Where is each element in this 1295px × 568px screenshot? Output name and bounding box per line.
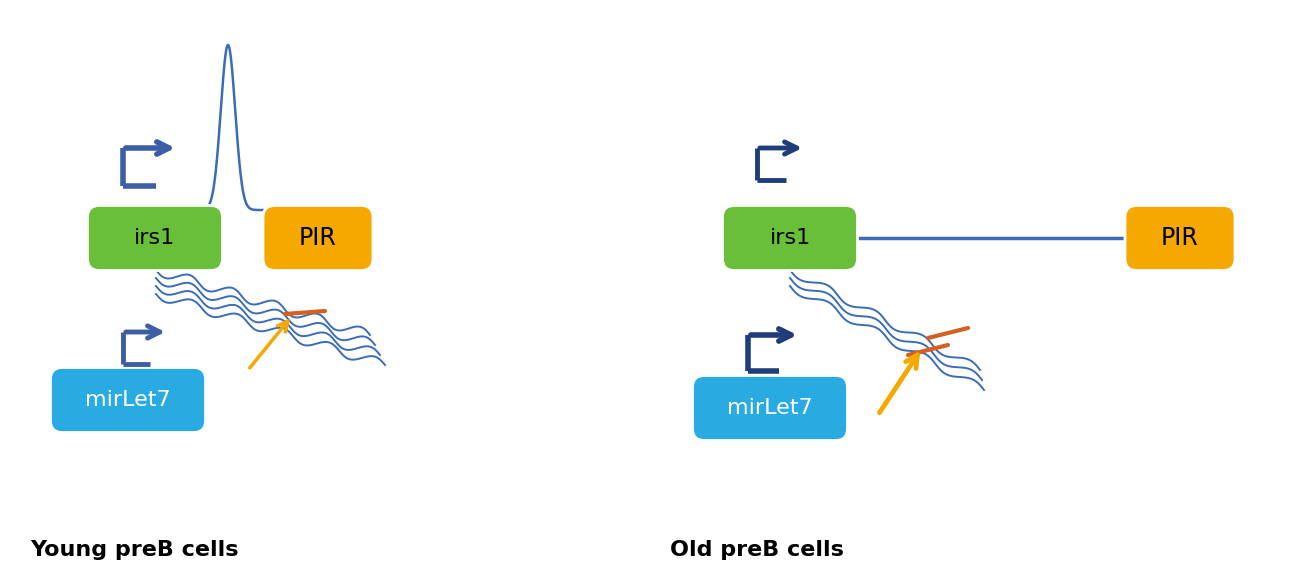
Text: Old preB cells: Old preB cells (670, 540, 844, 560)
FancyBboxPatch shape (88, 206, 223, 270)
Text: irs1: irs1 (135, 228, 176, 248)
FancyBboxPatch shape (51, 367, 206, 432)
FancyBboxPatch shape (723, 206, 857, 270)
Text: mirLet7: mirLet7 (728, 398, 813, 418)
Text: PIR: PIR (299, 226, 337, 250)
Text: mirLet7: mirLet7 (85, 390, 171, 410)
Text: Young preB cells: Young preB cells (30, 540, 238, 560)
Text: irs1: irs1 (769, 228, 811, 248)
Text: PIR: PIR (1162, 226, 1199, 250)
FancyBboxPatch shape (1125, 206, 1235, 270)
FancyBboxPatch shape (693, 375, 847, 441)
FancyBboxPatch shape (263, 206, 373, 270)
